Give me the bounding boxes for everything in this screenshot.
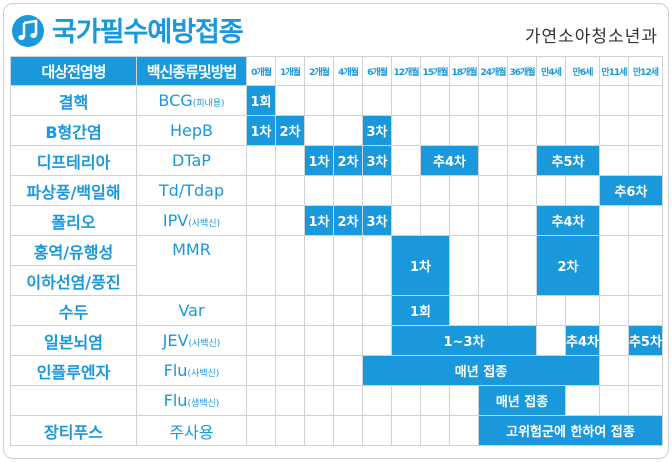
dose-cell: 추4차	[536, 205, 600, 236]
disease-name: 일본뇌염	[10, 325, 137, 356]
age-header: 24개월	[478, 56, 508, 86]
age-header: 0개월	[246, 56, 276, 86]
dose-cell: 매년 접종	[478, 385, 566, 416]
age-header: 만4세	[536, 56, 566, 86]
dose-cell: 추6차	[598, 175, 663, 206]
dose-cell: 1~3차	[391, 325, 537, 356]
dose-cell: 1회	[246, 85, 276, 116]
age-header: 15개월	[420, 56, 450, 86]
dose-cell: 1회	[391, 295, 450, 326]
table-row: 홍역/유행성 MMR 1차 2차	[10, 235, 663, 296]
age-header: 4개월	[333, 56, 363, 86]
disease-name: 파상풍/백일해	[10, 175, 137, 206]
vaccine-name: BCG(피내용)	[136, 85, 247, 116]
header-vaccine: 백신종류및방법	[136, 56, 247, 86]
table-row: B형간염 HepB 1차 2차 3차	[10, 115, 663, 146]
age-header: 1개월	[275, 56, 305, 86]
disease-name: 폴리오	[10, 205, 137, 236]
dose-cell: 2차	[275, 115, 305, 146]
age-header: 만12세	[627, 56, 663, 86]
table-row: 파상풍/백일해 Td/Tdap 추6차	[10, 175, 663, 206]
disease-name: 인플루엔자	[10, 355, 137, 386]
age-header: 6개월	[362, 56, 392, 86]
dose-cell: 2차	[333, 205, 363, 236]
disease-name: 이하선염/풍진	[10, 265, 137, 296]
table-row: 장티푸스 주사용 고위험군에 한하여 접종	[10, 415, 663, 446]
age-header: 2개월	[304, 56, 334, 86]
age-header: 18개월	[449, 56, 479, 86]
dose-cell: 추5차	[627, 325, 663, 356]
table-row: 디프테리아 DTaP 1차 2차 3차 추4차 추5차	[10, 145, 663, 176]
table-row: 인플루엔자 Flu(사백신) 매년 접종	[10, 355, 663, 386]
vaccine-name: Var	[136, 295, 247, 326]
dose-cell: 3차	[362, 205, 392, 236]
age-header: 12개월	[391, 56, 421, 86]
dose-cell: 3차	[362, 145, 392, 176]
dose-cell: 고위험군에 한하여 접종	[478, 415, 663, 446]
disease-name: 디프테리아	[10, 145, 137, 176]
vaccine-name: Flu(생백신)	[136, 385, 247, 416]
disease-name: 장티푸스	[10, 415, 137, 446]
header-disease: 대상전염병	[10, 56, 137, 86]
vaccine-name: HepB	[136, 115, 247, 146]
vaccine-name: JEV(사백신)	[136, 325, 247, 356]
vaccine-name: IPV(사백신)	[136, 205, 247, 236]
dose-cell: 1차	[391, 235, 450, 296]
dose-cell: 1차	[304, 205, 334, 236]
vaccine-name: Flu(사백신)	[136, 355, 247, 386]
table-row: 일본뇌염 JEV(사백신) 1~3차 추4차 추5차	[10, 325, 663, 356]
dose-cell: 2차	[536, 235, 600, 296]
dose-cell: 2차	[333, 145, 363, 176]
age-header: 만6세	[565, 56, 600, 86]
disease-name: B형간염	[10, 115, 137, 146]
table-row: 폴리오 IPV(사백신) 1차 2차 3차 추4차	[10, 205, 663, 236]
vaccine-name: MMR	[136, 235, 247, 296]
music-note-icon	[12, 15, 44, 47]
dose-cell: 추4차	[420, 145, 479, 176]
dose-cell: 1차	[304, 145, 334, 176]
vaccine-name: DTaP	[136, 145, 247, 176]
table-row: 결핵 BCG(피내용) 1회	[10, 85, 663, 116]
table-row: 수두 Var 1회	[10, 295, 663, 326]
clinic-name: 가연소아청소년과	[524, 27, 658, 47]
disease-name: 수두	[10, 295, 137, 326]
age-header: 만11세	[598, 56, 629, 86]
age-header: 36개월	[507, 56, 537, 86]
page-title: 국가필수예방접종	[52, 17, 244, 48]
dose-cell: 3차	[362, 115, 392, 146]
vaccine-name: Td/Tdap	[136, 175, 247, 206]
table-row: Flu(생백신) 매년 접종	[10, 385, 663, 416]
disease-name: 결핵	[10, 85, 137, 116]
dose-cell: 1차	[246, 115, 276, 146]
dose-cell: 추4차	[565, 325, 600, 356]
dose-cell: 추5차	[536, 145, 600, 176]
vaccination-schedule-table: 대상전염병 백신종류및방법 0개월 1개월 2개월 4개월 6개월 12개월 1…	[10, 56, 663, 446]
dose-cell: 매년 접종	[362, 355, 600, 386]
disease-name: 홍역/유행성	[10, 235, 137, 266]
vaccine-name: 주사용	[136, 415, 247, 446]
